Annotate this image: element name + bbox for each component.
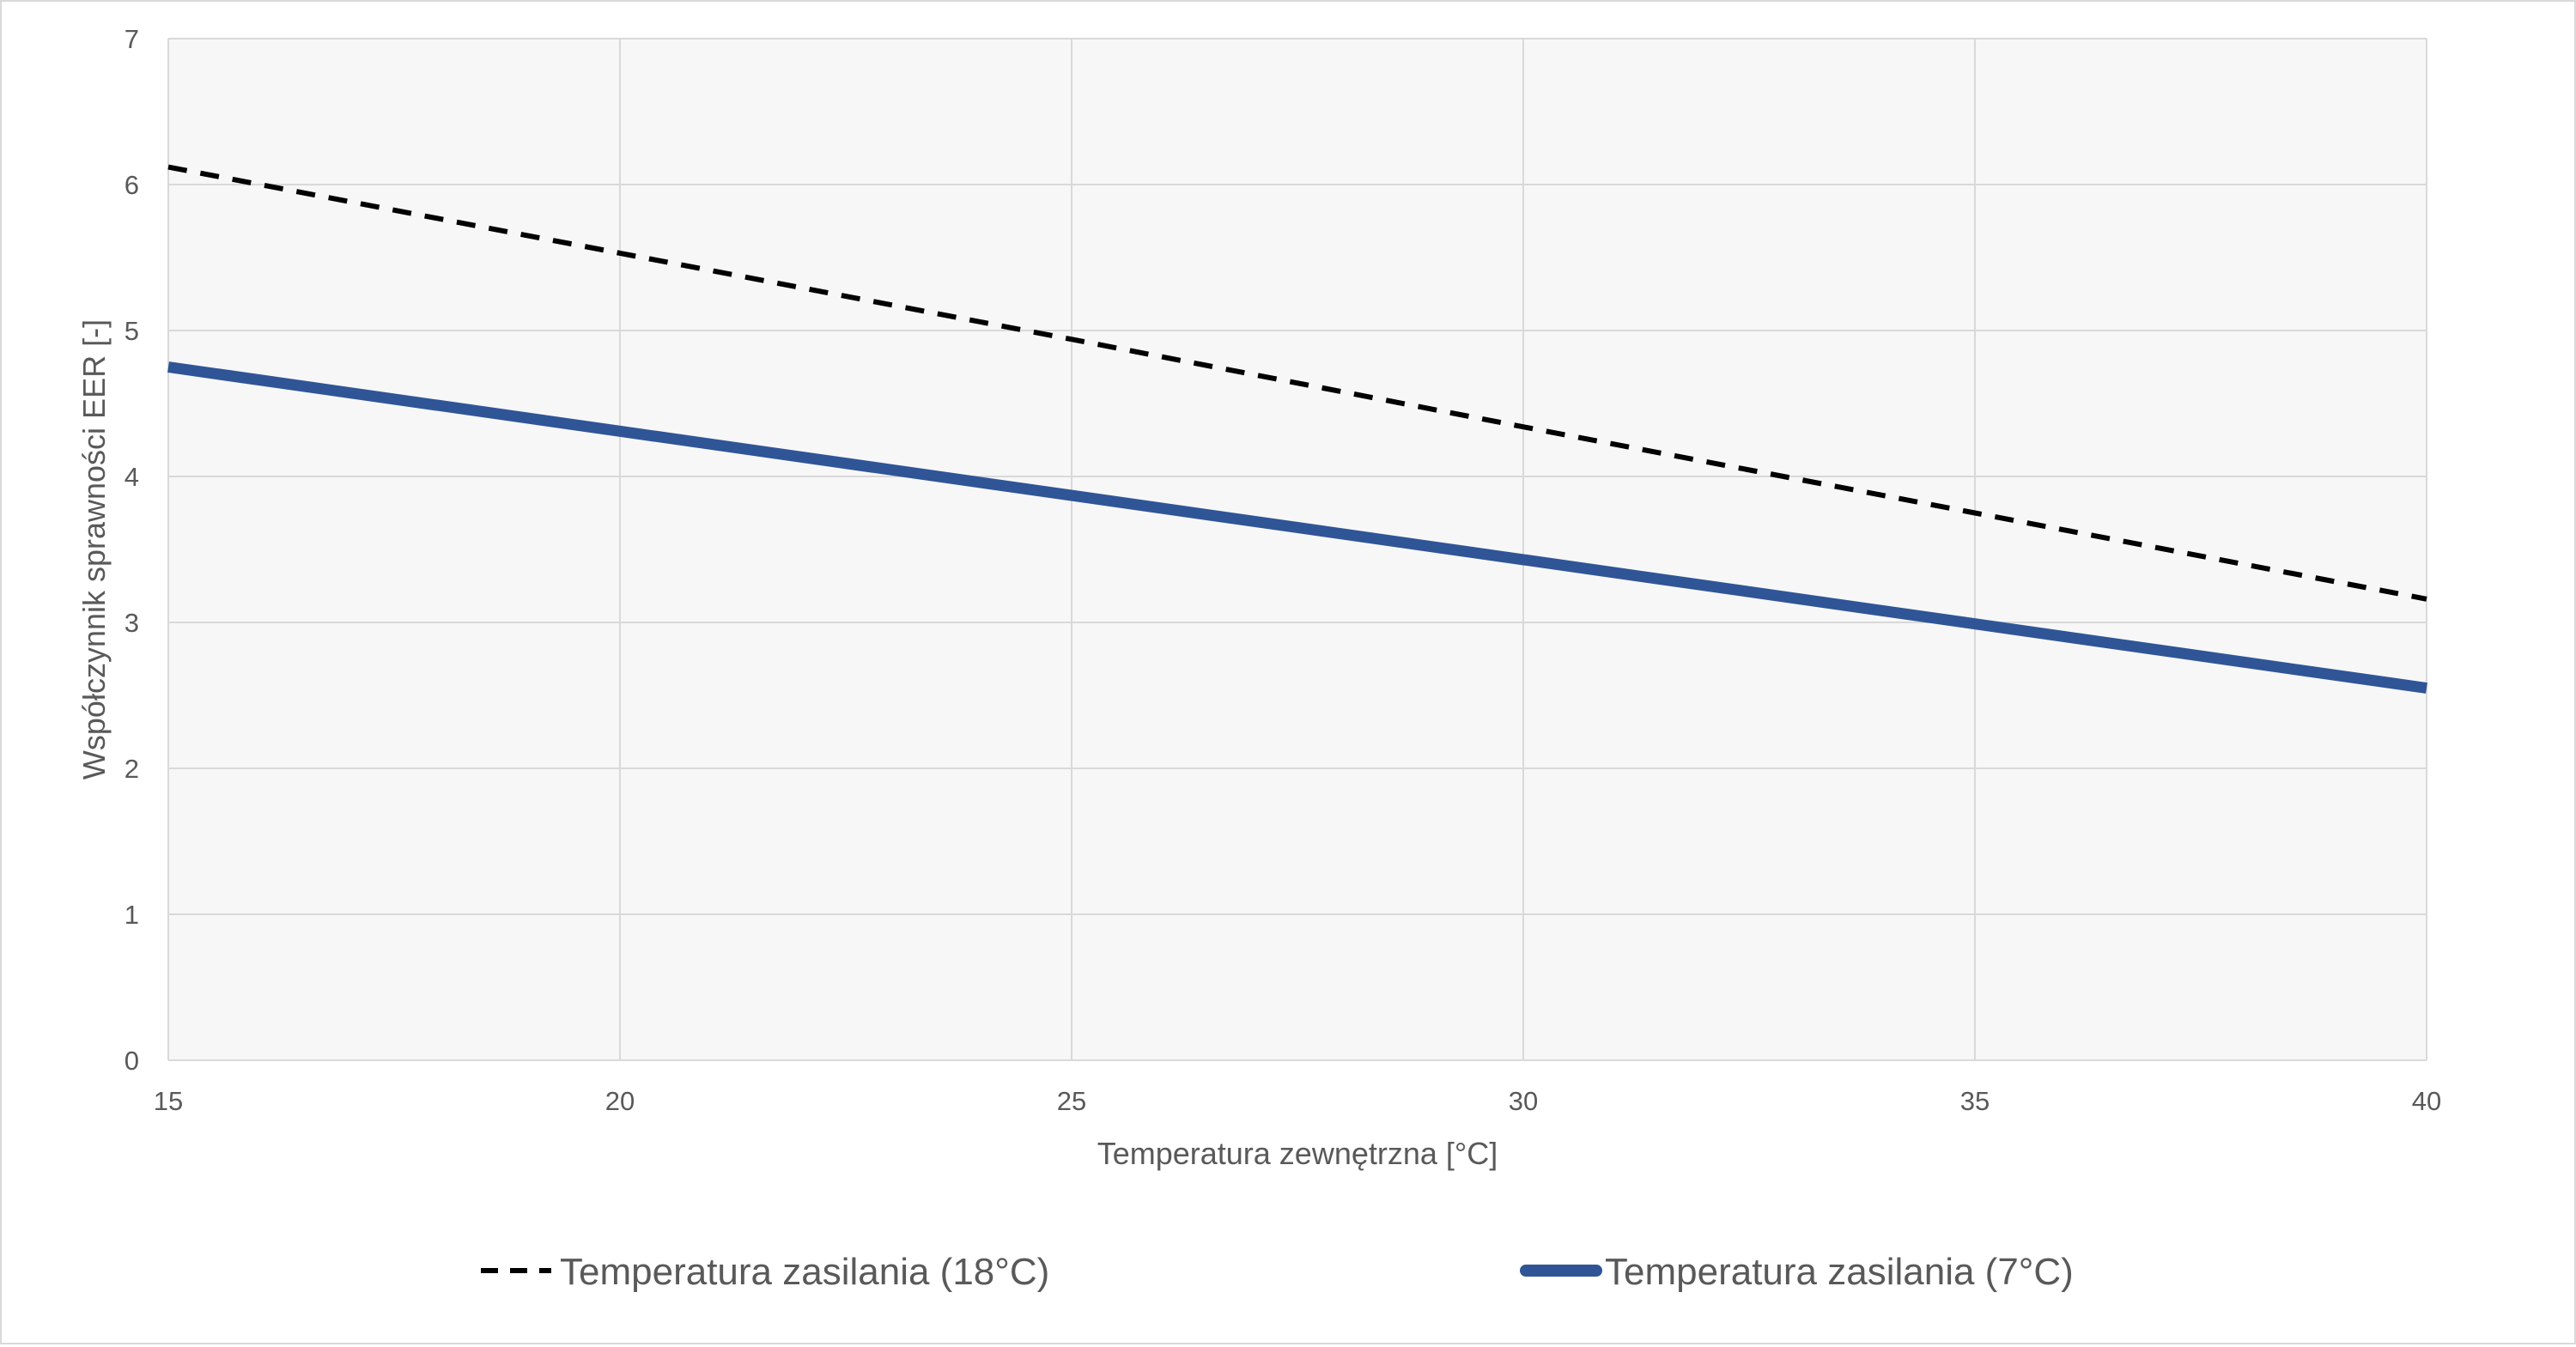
gridlines [167,38,2427,1061]
y-tick-label: 6 [125,170,139,200]
x-tick-label: 20 [605,1086,635,1116]
legend-item-18c: Temperatura zasilania (18°C) [481,1251,1049,1293]
x-axis-ticks: 15 20 25 30 35 40 [154,1086,2441,1116]
x-tick-label: 15 [154,1086,183,1116]
legend: Temperatura zasilania (18°C) Temperatura… [481,1251,2074,1293]
x-tick-label: 25 [1057,1086,1086,1116]
y-axis-title: Współczynnik sprawności EER [-] [76,319,112,780]
series-lines [167,164,2427,694]
y-tick-label: 0 [125,1046,139,1076]
y-tick-label: 7 [125,24,139,54]
plot-area [168,39,2427,1060]
x-axis-title: Temperatura zewnętrzna [°C] [1097,1136,1498,1171]
series-line-7c [167,361,2427,694]
y-tick-label: 3 [125,608,139,638]
y-tick-label: 1 [125,900,139,930]
legend-label-7c: Temperatura zasilania (7°C) [1605,1251,2074,1293]
y-axis-ticks: 0 1 2 3 4 5 6 7 [125,24,139,1076]
y-tick-label: 4 [125,462,139,492]
legend-label-18c: Temperatura zasilania (18°C) [560,1251,1049,1293]
y-tick-label: 2 [125,754,139,784]
x-tick-label: 40 [2412,1086,2441,1116]
x-tick-label: 30 [1509,1086,1538,1116]
y-tick-label: 5 [125,316,139,346]
series-line-18c [167,164,2427,602]
x-tick-label: 35 [1960,1086,1990,1116]
legend-item-7c: Temperatura zasilania (7°C) [1520,1251,2074,1293]
